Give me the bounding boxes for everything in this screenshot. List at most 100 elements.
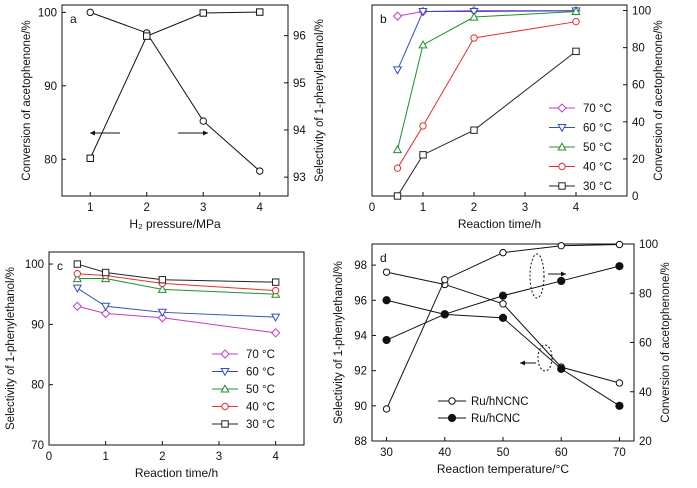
- y-right-tick-label: 40: [639, 387, 652, 399]
- data-point-b-2-1: [418, 40, 428, 49]
- series-line-d-1: [386, 243, 620, 410]
- data-point-a-1-0: [86, 154, 94, 162]
- y-tick-label: 96: [354, 295, 367, 307]
- y-right-tick-label: 93: [293, 172, 306, 184]
- arrow-head: [203, 130, 208, 136]
- y-tick-label: 80: [31, 380, 44, 392]
- legend-marker: [558, 162, 566, 171]
- x-tick-label: 2: [471, 202, 477, 214]
- legend-marker: [220, 349, 230, 359]
- data-point-b-1-0: [392, 66, 403, 75]
- y-tick-label: 90: [31, 319, 44, 331]
- legend-marker: [558, 182, 566, 190]
- x-tick-label: 3: [522, 202, 528, 214]
- data-point-b-2-0: [392, 144, 403, 154]
- x-tick-label: 50: [497, 447, 510, 459]
- legend-label: 70 °C: [583, 103, 612, 115]
- plot-frame: [61, 4, 289, 197]
- series-line-a-0: [90, 11, 261, 172]
- y-axis-label: Selectivity of 1-phenylethanol/%: [5, 267, 17, 430]
- series-line-c-2: [77, 278, 276, 295]
- legend-label: 50 °C: [246, 384, 275, 396]
- ellipse-selectivity-curves: [537, 344, 553, 372]
- x-tick-label: 4: [573, 202, 580, 214]
- series-line-a-1: [89, 11, 260, 159]
- data-point-d-3-0: [382, 335, 391, 345]
- legend-marker: [221, 402, 229, 411]
- legend-label: 40 °C: [246, 402, 275, 414]
- data-point-d-2-0: [382, 296, 391, 305]
- data-point-d-0-2: [499, 300, 507, 308]
- legend-marker: [557, 103, 567, 113]
- y-tick-label: 92: [354, 366, 367, 378]
- arrow-to-left-axis: [90, 130, 120, 136]
- data-point-a-0-2: [199, 117, 207, 125]
- y-axis-label: Selectivity of 1-phenylethanol/%: [333, 261, 345, 424]
- series-line-c-0: [77, 305, 276, 334]
- data-point-d-3-3: [557, 276, 566, 286]
- y-right-tick-label: 20: [632, 154, 645, 166]
- data-point-c-4-0: [73, 260, 82, 268]
- data-point-b-4-3: [572, 47, 580, 56]
- panel-label: a: [70, 12, 77, 26]
- data-point-b-1-1: [418, 7, 428, 17]
- arrow-to-right-axis-d: [548, 271, 566, 277]
- data-point-c-3-3: [271, 286, 280, 295]
- x-tick-label: 3: [216, 451, 222, 463]
- series-line-c-3: [77, 273, 276, 292]
- panel-label: c: [57, 259, 63, 273]
- legend-label: 50 °C: [583, 142, 612, 154]
- legend-label: 70 °C: [246, 349, 275, 361]
- x-tick-label: 30: [380, 447, 393, 459]
- data-point-c-4-2: [158, 276, 167, 284]
- arrow-head: [561, 271, 566, 277]
- x-tick-label: 60: [555, 447, 568, 459]
- data-point-b-2-3: [571, 6, 581, 16]
- x-tick-label: 70: [613, 447, 626, 459]
- y-right-tick-label: 100: [632, 6, 651, 18]
- series-line-b-2: [397, 10, 577, 150]
- x-tick-label: 1: [420, 202, 426, 214]
- y-tick-label: 70: [31, 440, 44, 452]
- plot-frame: [371, 243, 635, 442]
- data-point-c-2-2: [157, 284, 167, 293]
- legend-marker: [557, 142, 567, 151]
- arrow-to-right-axis: [178, 130, 208, 136]
- y-right-tick-label: 94: [293, 125, 306, 137]
- series-line-d-0: [386, 271, 620, 384]
- data-point-d-1-3: [557, 242, 565, 250]
- series-line-c-4: [77, 263, 276, 283]
- data-point-a-1-3: [256, 8, 264, 16]
- y-right-tick-label: 96: [293, 31, 306, 43]
- y-axis-right-label: Conversion of acetophenone/%: [653, 20, 665, 180]
- arrow-head: [90, 130, 95, 136]
- data-point-c-0-3: [270, 328, 281, 338]
- data-point-d-2-4: [615, 401, 624, 410]
- y-axis-right-label: Selectivity of 1-phenylethanol/%: [314, 19, 326, 182]
- series-line-c-1: [77, 287, 276, 318]
- data-point-c-0-2: [157, 313, 168, 323]
- y-tick-label: 98: [354, 260, 367, 272]
- legend-marker: [220, 384, 230, 393]
- legend-marker: [447, 413, 457, 423]
- legend-marker: [220, 367, 230, 377]
- panel-c: 0 1 2 3 4 70 80 90 100 Reaction time/h Selectivity…: [5, 251, 305, 480]
- data-point-c-2-0: [72, 273, 82, 283]
- x-tick-label: 1: [87, 202, 93, 214]
- y-right-tick-label: 60: [632, 80, 645, 92]
- legend-label: 30 °C: [246, 419, 275, 431]
- legend-label: Ru/hNCNC: [471, 396, 529, 408]
- data-point-b-1-2: [469, 7, 479, 17]
- x-tick-label: 1: [102, 451, 108, 463]
- data-point-c-0-1: [100, 308, 111, 319]
- arrow-to-left-axis-d: [520, 360, 536, 366]
- y-tick-label: 100: [38, 7, 57, 19]
- data-point-d-1-2: [499, 248, 507, 257]
- y-tick-label: 88: [354, 436, 367, 448]
- data-point-a-1-1: [143, 32, 151, 40]
- y-right-tick-label: 100: [639, 239, 658, 251]
- legend-label: 60 °C: [246, 367, 275, 379]
- data-point-b-0-0: [392, 11, 403, 21]
- data-point-d-3-4: [615, 262, 624, 271]
